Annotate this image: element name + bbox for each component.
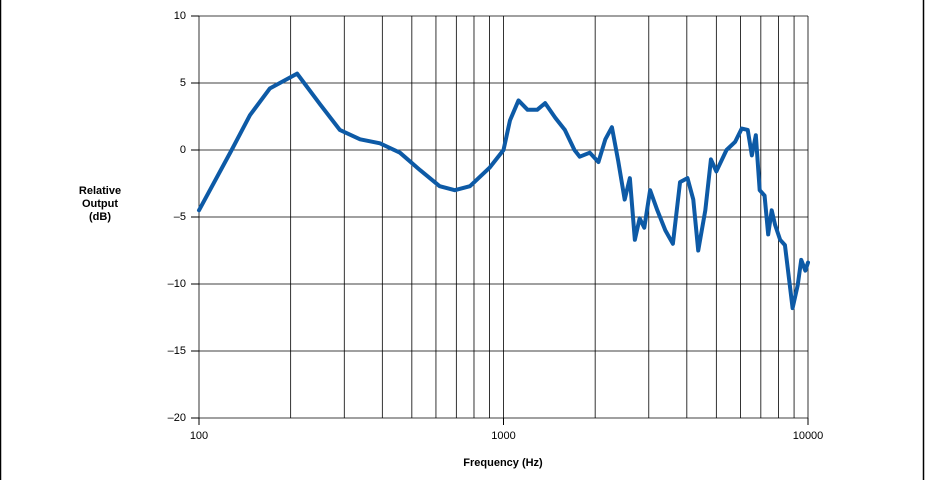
response-line	[197, 71, 810, 311]
x-axis-label: Frequency (Hz)	[463, 457, 543, 469]
x-tick-label: 1000	[491, 430, 515, 442]
x-tick-label: 10000	[793, 430, 824, 442]
y-tick-label: 10	[174, 10, 186, 22]
y-tick-label: –10	[168, 278, 186, 290]
x-tick-label: 100	[190, 430, 208, 442]
y-axis-label: Output	[82, 198, 118, 210]
y-axis-label: (dB)	[89, 211, 111, 223]
y-tick-label: –15	[168, 345, 186, 357]
y-tick-label: –5	[174, 211, 186, 223]
y-tick-label: 5	[180, 77, 186, 89]
y-tick-label: –20	[168, 412, 186, 424]
y-axis-label: Relative	[79, 185, 121, 197]
y-tick-label: 0	[180, 144, 186, 156]
